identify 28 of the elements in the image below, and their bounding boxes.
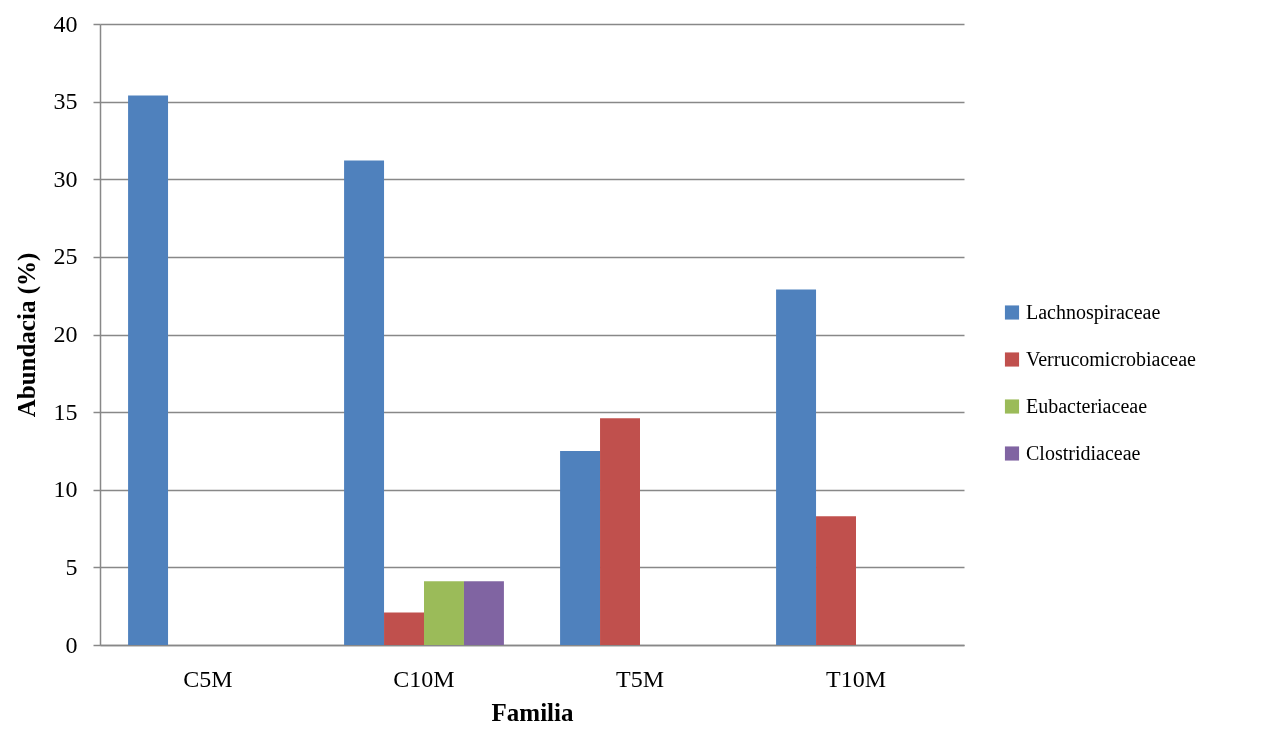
y-tick-label: 35 <box>53 88 78 115</box>
y-axis-title: Abundacia (%) <box>12 252 41 418</box>
x-tick-label: C10M <box>393 665 455 692</box>
bar <box>816 516 856 645</box>
y-tick-label: 10 <box>53 476 78 503</box>
y-tick-label: 40 <box>53 10 78 37</box>
bar <box>424 581 464 645</box>
x-tick-label: C5M <box>183 665 233 692</box>
y-tick-label: 15 <box>53 398 78 425</box>
bar <box>128 95 169 645</box>
bar <box>384 612 424 645</box>
y-tick-label: 0 <box>65 631 78 658</box>
bar <box>344 160 385 645</box>
legend-label: Clostridiaceae <box>1026 441 1141 464</box>
y-tick-label: 5 <box>65 553 78 580</box>
y-tick-label: 20 <box>53 321 78 347</box>
bar <box>560 450 601 645</box>
y-tick-label: 25 <box>53 243 78 270</box>
bar <box>776 289 817 645</box>
x-axis-title: Familia <box>491 698 574 726</box>
legend-label: Verrucomicrobiaceae <box>1026 347 1197 370</box>
x-tick-label: T5M <box>616 665 664 692</box>
y-tick-label: 30 <box>53 165 78 192</box>
bar <box>463 581 504 645</box>
bar <box>600 418 640 645</box>
legend-label: Lachnospiraceae <box>1026 300 1161 324</box>
legend-label: Eubacteriaceae <box>1026 394 1148 417</box>
x-tick-label: T10M <box>826 665 886 692</box>
